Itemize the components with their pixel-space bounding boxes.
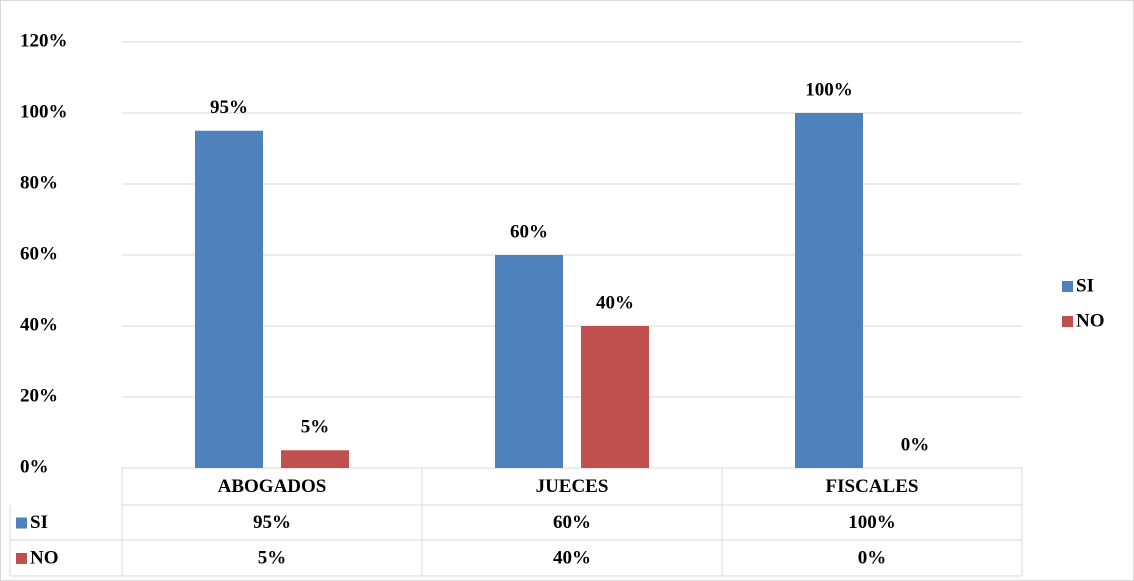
table-series-name: NO <box>30 547 59 568</box>
y-tick-label: 60% <box>20 243 58 264</box>
data-label: 5% <box>301 417 330 438</box>
y-tick-label: 120% <box>20 30 68 51</box>
table-legend-key <box>16 553 27 564</box>
data-label: 40% <box>596 292 634 313</box>
legend-label: NO <box>1076 310 1105 331</box>
table-cell: 60% <box>553 512 591 533</box>
table-cell: 95% <box>253 512 291 533</box>
data-label: 100% <box>805 79 853 100</box>
table-cell: 40% <box>553 547 591 568</box>
table-legend-key <box>16 517 27 529</box>
table-cell: 5% <box>258 547 287 568</box>
bar <box>195 130 263 468</box>
bar <box>495 255 563 468</box>
table-cell: 100% <box>848 512 896 533</box>
y-tick-label: 80% <box>20 172 58 193</box>
y-tick-label: 0% <box>20 456 49 477</box>
data-label: 60% <box>510 221 548 242</box>
y-tick-label: 20% <box>20 385 58 406</box>
bar <box>795 113 863 468</box>
bar <box>281 450 349 468</box>
table-cell: 0% <box>858 547 887 568</box>
y-tick-label: 40% <box>20 314 58 335</box>
x-tick-label: JUECES <box>536 476 609 497</box>
y-tick-label: 100% <box>20 101 68 122</box>
table-series-name: SI <box>30 512 48 533</box>
bar <box>581 326 649 468</box>
data-label: 0% <box>901 434 930 455</box>
data-label: 95% <box>210 97 248 118</box>
x-tick-label: ABOGADOS <box>218 476 327 497</box>
x-tick-label: FISCALES <box>826 476 919 497</box>
legend-label: SI <box>1076 275 1094 296</box>
legend-key <box>1062 281 1073 292</box>
legend-key <box>1062 316 1073 327</box>
